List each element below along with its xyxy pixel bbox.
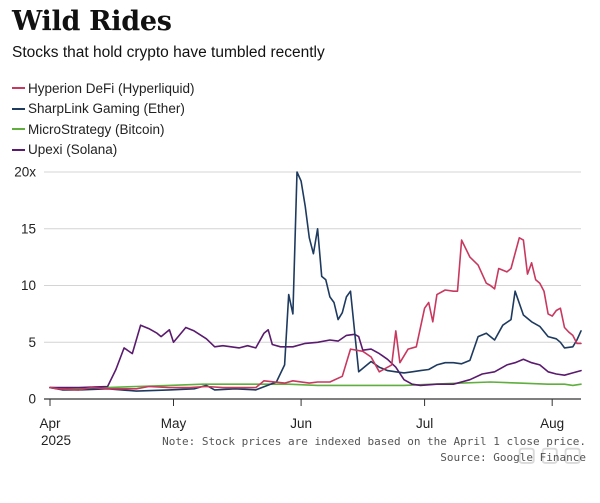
legend-item-upexi: Upexi (Solana) [12, 140, 195, 161]
legend-swatch-sharplink [12, 107, 25, 110]
x-tick-label-jul: Jul [416, 416, 433, 431]
x-tick-sublabel-apr: 2025 [41, 433, 71, 448]
y-tick-label-15: 15 [21, 221, 36, 236]
y-tick-label-5: 5 [28, 335, 36, 350]
x-tick-label-jun: Jun [290, 416, 312, 431]
legend-swatch-hyperion [12, 87, 25, 90]
x-tick-label-may: May [161, 416, 187, 431]
x-tick-label-apr: Apr [39, 416, 61, 431]
y-tick-label-0: 0 [28, 392, 36, 407]
legend-item-sharplink: SharpLink Gaming (Ether) [12, 99, 195, 120]
y-tick-label-10: 10 [21, 278, 36, 293]
chart-title: Wild Rides [12, 6, 172, 37]
legend-swatch-upexi [12, 148, 25, 151]
series-line-sharplink [49, 171, 582, 392]
footnote-source: Source: Google Finance [440, 451, 586, 464]
legend-label-microstrategy: MicroStrategy (Bitcoin) [28, 121, 165, 137]
chart-subtitle: Stocks that hold crypto have tumbled rec… [12, 44, 325, 61]
legend-label-hyperion: Hyperion DeFi (Hyperliquid) [28, 80, 195, 96]
legend-item-microstrategy: MicroStrategy (Bitcoin) [12, 119, 195, 140]
legend-item-hyperion: Hyperion DeFi (Hyperliquid) [12, 78, 195, 99]
series-line-hyperion [49, 237, 582, 391]
chart-footnote: Note: Stock prices are indexed based on … [162, 434, 586, 466]
legend-swatch-microstrategy [12, 128, 25, 131]
legend-label-sharplink: SharpLink Gaming (Ether) [28, 101, 185, 117]
footnote-note: Note: Stock prices are indexed based on … [162, 435, 586, 448]
x-tick-label-aug: Aug [540, 416, 564, 431]
legend-label-upexi: Upexi (Solana) [28, 142, 118, 158]
watermark-logo: ▢▢▢ [517, 444, 586, 466]
legend: Hyperion DeFi (Hyperliquid) SharpLink Ga… [12, 78, 195, 160]
y-tick-label-20: 20x [14, 165, 36, 180]
series-line-upexi [49, 324, 582, 389]
